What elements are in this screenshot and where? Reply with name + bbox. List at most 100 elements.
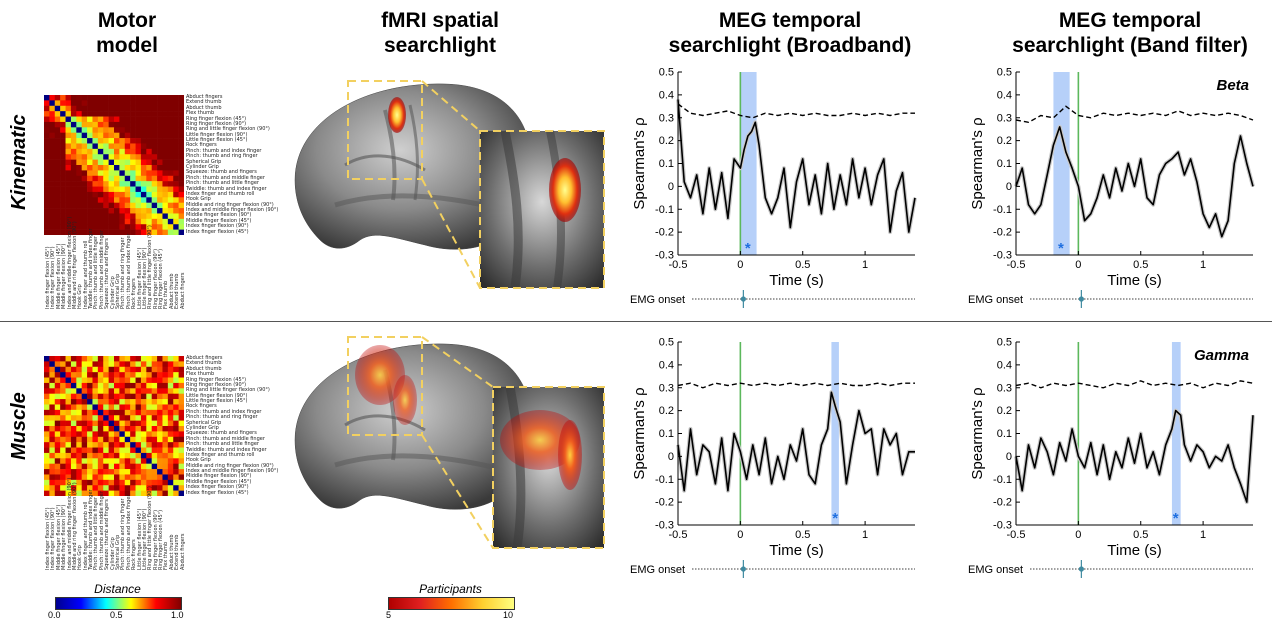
matrix-cell (54, 170, 61, 177)
matrix-cell (60, 388, 66, 394)
matrix-cell (65, 469, 72, 475)
matrix-cell (178, 431, 184, 438)
matrix-cell (173, 143, 179, 150)
matrix-cell (162, 485, 169, 491)
matrix-cell (87, 213, 93, 220)
matrix-cell (130, 202, 136, 209)
matrix-cell (97, 404, 104, 411)
matrix-cell (124, 208, 131, 214)
matrix-cell (76, 431, 82, 438)
matrix-cell (173, 420, 179, 427)
matrix-cell (146, 490, 152, 496)
matrix-cell (157, 474, 163, 481)
matrix-cell (162, 388, 169, 394)
y-tick-label: -0.3 (993, 250, 1012, 262)
matrix-cell (130, 111, 136, 117)
matrix-cell (60, 175, 66, 182)
matrix-cell (60, 213, 66, 220)
matrix-cell (87, 458, 93, 464)
matrix-cell (87, 356, 93, 362)
matrix-cell (130, 197, 136, 203)
matrix-cell (49, 479, 56, 486)
matrix-cell (135, 409, 142, 416)
emg-onset-label: EMG onset (968, 564, 1023, 576)
matrix-cell (97, 431, 104, 438)
matrix-cell (140, 404, 147, 411)
matrix-cell (87, 431, 93, 438)
matrix-cell (65, 377, 72, 384)
matrix-cell (135, 132, 142, 139)
matrix-row-label: Index finger and thumb roll (186, 190, 255, 197)
matrix-cell (60, 474, 66, 481)
matrix-cell (81, 356, 88, 362)
muscle-distance-matrix (44, 356, 184, 496)
matrix-cell (76, 218, 82, 225)
matrix-cell (135, 393, 142, 400)
matrix-row-label: Index finger flexion (90°) (186, 484, 249, 491)
meg-muscle-gamma-chart: *0.50.40.30.20.10-0.1-0.2-0.3-0.5 0 0.5 1Sp… (968, 337, 1255, 578)
matrix-cell (87, 197, 93, 203)
matrix-cell (49, 197, 56, 203)
matrix-cell (97, 224, 104, 230)
matrix-cell (108, 208, 115, 214)
matrix-cell (103, 361, 109, 368)
matrix-cell (167, 415, 174, 421)
matrix-cell (162, 415, 169, 421)
matrix-cell (87, 175, 93, 182)
matrix-cell (173, 372, 179, 378)
matrix-cell (130, 143, 136, 150)
band-label: Gamma (1194, 347, 1249, 364)
matrix-cell (54, 202, 61, 209)
matrix-cell (114, 447, 120, 454)
matrix-cell (70, 356, 77, 362)
matrix-cell (178, 393, 184, 400)
matrix-cell (92, 404, 99, 411)
matrix-cell (70, 105, 77, 112)
matrix-cell (173, 377, 179, 384)
matrix-cell (54, 436, 61, 443)
matrix-row-label: Hook Grip (186, 457, 211, 464)
matrix-cell (81, 165, 88, 171)
matrix-cell (92, 485, 99, 491)
matrix-cell (130, 127, 136, 133)
matrix-cell (151, 361, 158, 368)
matrix-cell (151, 399, 158, 405)
matrix-cell (49, 377, 56, 384)
matrix-row-label: Ring and little finger flexion (90°) (186, 126, 270, 133)
matrix-cell (173, 474, 179, 481)
matrix-cell (54, 393, 61, 400)
y-tick-label: 0.3 (659, 382, 674, 394)
matrix-cell (114, 229, 120, 235)
matrix-cell (178, 382, 184, 389)
matrix-cell (76, 420, 82, 427)
matrix-cell (119, 105, 126, 112)
matrix-cell (130, 452, 136, 459)
x-tick-label: 0 (1075, 259, 1081, 271)
matrix-cell (167, 218, 174, 225)
matrix-cell (54, 154, 61, 160)
matrix-cell (108, 431, 115, 438)
matrix-cell (140, 213, 147, 220)
matrix-cell (103, 159, 109, 166)
matrix-cell (103, 186, 109, 193)
matrix-cell (114, 100, 120, 107)
matrix-cell (54, 181, 61, 187)
matrix-cell (114, 116, 120, 123)
matrix-cell (44, 399, 50, 405)
matrix-cell (135, 121, 142, 128)
matrix-cell (173, 148, 179, 155)
matrix-cell (76, 393, 82, 400)
matrix-cell (124, 404, 131, 411)
matrix-cell (119, 165, 126, 171)
matrix-cell (70, 202, 77, 209)
matrix-cell (44, 366, 50, 373)
matrix-cell (140, 165, 147, 171)
matrix-cell (162, 202, 169, 209)
matrix-cell (70, 474, 77, 481)
matrix-cell (146, 218, 152, 225)
matrix-cell (81, 409, 88, 416)
matrix-cell (130, 170, 136, 177)
matrix-cell (140, 208, 147, 214)
matrix-cell (140, 229, 147, 235)
matrix-cell (65, 382, 72, 389)
